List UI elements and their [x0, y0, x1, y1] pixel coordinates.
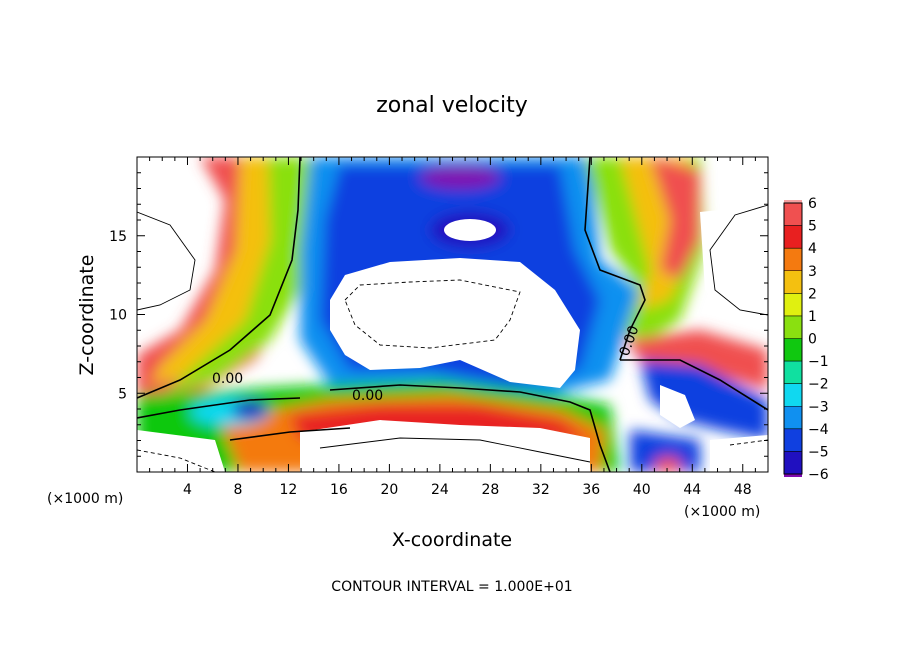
- zero-contour-lower: [329, 384, 611, 472]
- zero-contour-left: [137, 157, 301, 399]
- colorbar: 6 5 4 3 2 1 0 −1 −2 −3 −4 −5 −6: [783, 196, 829, 483]
- colorbar-label: −1: [808, 354, 829, 370]
- colorbar-band: [784, 203, 802, 226]
- field-region-right-red: [650, 157, 700, 280]
- field-region-lower-left-core: [232, 401, 268, 419]
- colorbar-label: 3: [808, 264, 817, 280]
- y-tick-label: 15: [109, 229, 127, 245]
- velocity-field: [137, 157, 768, 472]
- colorbar-band: [784, 293, 802, 316]
- x-tick-label: 44: [683, 482, 701, 498]
- contour-right-thin: [709, 204, 768, 316]
- colorbar-label: 6: [808, 196, 817, 212]
- field-region-central-white: [330, 258, 580, 388]
- x-tick-label: 32: [532, 482, 550, 498]
- y-tick-label: 10: [109, 308, 127, 324]
- colorbar-label: 1: [808, 309, 817, 325]
- colorbar-band: [784, 248, 802, 271]
- field-region-right-shelf: [625, 330, 768, 390]
- colorbar-label: 2: [808, 286, 817, 302]
- plot-area: 0.00 0.00 0.00: [136, 156, 769, 473]
- field-region-lower-right-blue: [640, 360, 768, 440]
- contour-label-2: 0.00: [352, 388, 383, 404]
- field-region-top-purple: [420, 165, 500, 189]
- zero-contour-shelf: [620, 359, 768, 411]
- colorbar-band: [784, 406, 802, 429]
- field-region-lower-right-white: [660, 385, 695, 428]
- field-region-bottom-white: [300, 420, 590, 472]
- colorbar-swatch: [784, 474, 802, 477]
- colorbar-label: 4: [808, 241, 817, 257]
- x-axis-label: X-coordinate: [392, 529, 512, 551]
- field-region-bottom-red: [654, 457, 682, 472]
- y-axis-ticks: 5 10 15: [109, 172, 768, 457]
- x-axis-ticks: 4 8 12 16 20 24 28 32 36 40 44 48: [149, 157, 756, 498]
- colorbar-label: −3: [808, 399, 829, 415]
- contour-left-thin: [137, 211, 196, 311]
- x-tick-label: 16: [330, 482, 348, 498]
- colorbar-band: [784, 315, 802, 339]
- field-region-bottom-right-white: [710, 435, 768, 472]
- negative-contour-bottom-right: [729, 439, 768, 446]
- field-region-bottom-blue: [630, 430, 700, 472]
- x-unit-note-left: (×1000 m): [47, 491, 123, 507]
- x-tick-label: 12: [280, 482, 298, 498]
- x-tick-label: 40: [633, 482, 651, 498]
- field-region-left-white: [137, 212, 195, 310]
- colorbar-label: 0: [808, 332, 817, 348]
- x-tick-label: 20: [380, 482, 398, 498]
- contour-interval-note: CONTOUR INTERVAL = 1.000E+01: [331, 579, 572, 595]
- colorbar-label: −4: [808, 422, 829, 438]
- x-tick-label: 8: [233, 482, 242, 498]
- x-tick-label: 28: [481, 482, 499, 498]
- colorbar-band: [784, 451, 802, 474]
- field-region-upper-white: [444, 219, 496, 241]
- contour-bottom-thin: [319, 437, 591, 463]
- colorbar-label: −6: [808, 467, 829, 483]
- y-tick-label: 5: [118, 386, 127, 402]
- x-tick-label: 24: [431, 482, 449, 498]
- field-region-left-green: [165, 157, 312, 395]
- x-unit-note-right: (×1000 m): [684, 504, 760, 520]
- contour-lines: [137, 157, 768, 472]
- field-region-bottom-left-white: [137, 430, 225, 472]
- colorbar-label: 5: [808, 219, 817, 235]
- colorbar-band: [784, 338, 802, 362]
- x-tick-label: 4: [183, 482, 192, 498]
- colorbar-label: −5: [808, 444, 829, 460]
- x-tick-label: 48: [734, 482, 752, 498]
- negative-contour-bottom-left: [137, 449, 216, 472]
- zero-contour-lower-left: [137, 397, 301, 419]
- zero-contour-right: [584, 157, 646, 361]
- x-tick-label: 36: [582, 482, 600, 498]
- colorbar-band: [784, 383, 802, 407]
- colorbar-band: [784, 225, 802, 249]
- colorbar-band: [784, 361, 802, 384]
- zero-contour-bottom: [229, 427, 351, 441]
- colorbar-band: [784, 428, 802, 452]
- colorbar-label: −2: [808, 377, 829, 393]
- colorbar-band: [784, 270, 802, 294]
- colorbar-swatch: [784, 200, 802, 203]
- contour-label-1: 0.00: [212, 371, 243, 387]
- chart-title: zonal velocity: [376, 93, 528, 118]
- negative-contour-center: [344, 279, 521, 349]
- y-axis-label: Z-coordinate: [76, 255, 98, 376]
